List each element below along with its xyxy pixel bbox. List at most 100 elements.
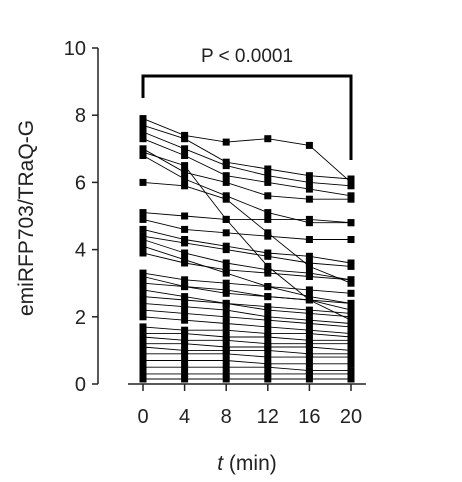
data-point — [181, 330, 189, 338]
data-point — [139, 225, 147, 233]
y-axis-title: emiRFP703/TRaQ-G — [15, 120, 38, 316]
data-point — [347, 276, 355, 284]
data-point — [305, 252, 313, 260]
y-ticks: 0 2 4 6 8 10 — [64, 38, 98, 396]
data-point — [181, 135, 189, 143]
data-point — [222, 336, 230, 344]
series-line-9 — [142, 212, 352, 224]
x-tick-label: 8 — [221, 406, 232, 428]
data-point — [347, 370, 355, 378]
data-point — [222, 363, 230, 371]
data-point — [139, 242, 147, 250]
data-point — [222, 215, 230, 223]
series-line-12 — [142, 235, 352, 267]
series-line-30 — [143, 360, 351, 365]
series-line-13 — [142, 239, 352, 281]
data-point — [139, 273, 147, 280]
data-point — [139, 363, 147, 371]
data-point — [264, 333, 272, 341]
significance-label: P < 0.0001 — [201, 46, 293, 67]
data-point — [139, 249, 147, 257]
data-point — [264, 346, 272, 354]
series-line-14 — [142, 245, 352, 304]
series-line-8 — [142, 181, 352, 284]
data-point — [139, 128, 147, 136]
data-point — [222, 259, 230, 267]
data-point — [181, 168, 189, 176]
series-line-29 — [143, 353, 351, 358]
data-point — [139, 323, 147, 331]
significance-bracket — [141, 74, 353, 160]
data-point — [139, 375, 147, 383]
data-point — [264, 172, 272, 180]
data-point — [347, 262, 355, 270]
data-point — [264, 252, 272, 260]
data-point — [264, 363, 272, 371]
data-point — [139, 121, 147, 129]
data-point — [181, 212, 189, 220]
data-point — [305, 172, 313, 180]
data-point — [222, 313, 230, 321]
data-point — [264, 209, 272, 217]
x-tick-label: 20 — [340, 406, 362, 428]
y-tick-label: 0 — [75, 374, 86, 396]
data-point — [139, 299, 147, 307]
x-axis-title: t (min) — [217, 452, 277, 475]
data-point — [139, 293, 147, 301]
x-ticks: 0 4 8 12 16 20 — [137, 384, 362, 428]
data-point — [264, 316, 272, 324]
data-point — [222, 370, 230, 378]
data-point — [181, 370, 189, 378]
data-point — [139, 209, 147, 217]
series-line-21 — [142, 302, 352, 324]
series-points — [139, 115, 355, 383]
data-point — [264, 293, 272, 301]
series-line-26 — [142, 336, 351, 345]
data-point — [222, 266, 230, 274]
data-point — [222, 326, 230, 334]
data-point — [222, 299, 230, 307]
data-point — [347, 175, 355, 183]
data-point — [264, 269, 272, 277]
data-point — [264, 283, 272, 291]
x-tick-label: 16 — [298, 406, 320, 428]
data-point — [264, 323, 272, 331]
data-point — [222, 229, 230, 237]
data-point — [181, 259, 189, 267]
data-point — [181, 162, 189, 170]
data-point — [222, 320, 230, 327]
data-point — [264, 370, 272, 378]
data-point — [347, 340, 355, 348]
data-point — [139, 357, 147, 364]
y-tick-label: 8 — [75, 105, 86, 127]
series-line-17 — [142, 276, 352, 304]
data-point — [181, 309, 189, 317]
series-line-20 — [142, 296, 352, 318]
data-point — [264, 375, 272, 383]
data-point — [181, 175, 189, 183]
series-line-18 — [142, 282, 352, 311]
data-point — [305, 141, 313, 149]
data-point — [139, 343, 147, 351]
data-point — [139, 313, 147, 321]
data-point — [139, 350, 147, 358]
data-point — [139, 286, 147, 294]
series-line-31 — [143, 366, 351, 372]
data-point — [139, 279, 147, 287]
data-point — [181, 363, 189, 371]
series-line-16 — [142, 272, 352, 294]
series-line-28 — [142, 346, 351, 355]
data-point — [347, 299, 355, 307]
data-point — [305, 309, 313, 317]
data-point — [305, 236, 313, 243]
data-point — [347, 289, 355, 297]
series-lines — [142, 118, 352, 380]
series-line-3 — [142, 131, 352, 187]
data-point — [222, 138, 230, 146]
data-point — [305, 259, 313, 267]
series-line-1 — [142, 118, 352, 183]
series-line-24 — [142, 326, 352, 338]
data-point — [264, 306, 272, 314]
series-line-15 — [142, 252, 352, 281]
